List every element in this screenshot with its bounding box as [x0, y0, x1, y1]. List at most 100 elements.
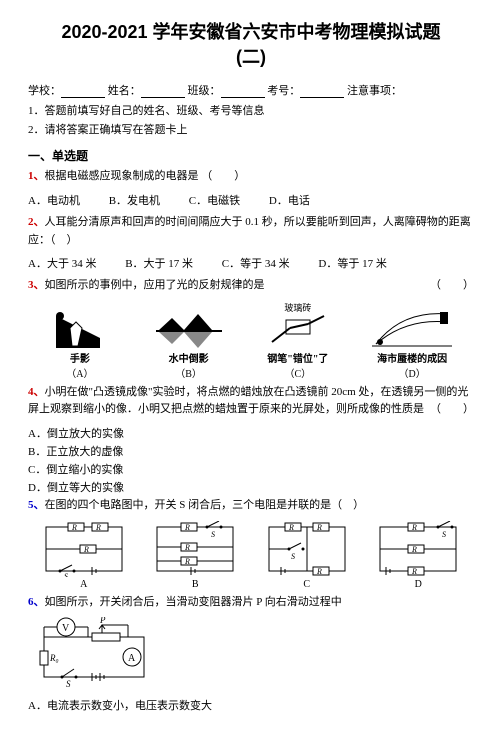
- q3-c-top: 玻璃砖: [267, 301, 328, 314]
- svg-text:S: S: [291, 552, 295, 561]
- q3-a-sub: （A）: [50, 365, 110, 380]
- svg-text:A: A: [128, 653, 136, 664]
- q1-options: A．电动机 B．发电机 C．电磁铁 D．电话: [28, 192, 474, 208]
- q4-opt-d: D．倒立等大的实像: [28, 479, 474, 495]
- q3-a-label: 手影: [70, 354, 90, 365]
- class-label: 班级：: [188, 85, 221, 97]
- svg-text:R: R: [316, 567, 322, 576]
- svg-text:S: S: [211, 530, 215, 539]
- q5-text: 在图的四个电路图中，开关 S 闭合后，三个电阻是并联的是（ ）: [45, 499, 365, 511]
- circuit-c-icon: R R S R: [263, 521, 351, 577]
- svg-text:R: R: [411, 567, 417, 576]
- q2-opt-b: B．大于 17 米: [125, 255, 193, 271]
- question-6: 6、如图所示，开关闭合后，当滑动变阻器滑片 P 向右滑动过程中: [28, 594, 474, 612]
- q5-num: 5、: [28, 499, 45, 511]
- question-2: 2、人耳能分清原声和回声的时间间隔应大于 0.1 秒，所以要能听到回声，人离障碍…: [28, 214, 474, 249]
- q3-img-d: 海市蜃楼的成因 （D）: [372, 308, 452, 380]
- q6-options: A．电流表示数变小，电压表示数变大: [28, 697, 474, 713]
- svg-text:R: R: [95, 523, 101, 532]
- q3-images: 手影 （A） 水中倒影 （B） 玻璃砖 钢笔"错位"了 （C）: [28, 301, 474, 380]
- title-line2: (二): [236, 47, 266, 67]
- svg-text:S: S: [66, 679, 71, 687]
- section-1-head: 一、单选题: [28, 147, 474, 164]
- q3-d-label: 海市蜃楼的成因: [377, 354, 447, 365]
- reflection-icon: [154, 308, 224, 348]
- q3-c-sub: （C）: [267, 365, 328, 380]
- note-2: 2．请将答案正确填写在答题卡上: [28, 121, 474, 137]
- svg-text:P: P: [99, 617, 106, 625]
- q1-opt-b: B．发电机: [109, 192, 160, 208]
- q1-opt-c: C．电磁铁: [189, 192, 240, 208]
- q5-b-label: B: [151, 579, 239, 590]
- q3-b-label: 水中倒影: [169, 354, 209, 365]
- q3-c-label: 钢笔"错位"了: [267, 354, 328, 365]
- svg-text:R: R: [184, 523, 190, 532]
- q5-c-label: C: [263, 579, 351, 590]
- svg-text:R: R: [411, 523, 417, 532]
- q3-img-c: 玻璃砖 钢笔"错位"了 （C）: [267, 301, 328, 380]
- q3-paren: （ ）: [430, 277, 474, 295]
- q3-b-sub: （B）: [154, 365, 224, 380]
- q1-opt-d: D．电话: [269, 192, 310, 208]
- svg-text:R: R: [411, 545, 417, 554]
- circuit-a-icon: R R R S: [40, 521, 128, 577]
- svg-text:R₀: R₀: [49, 653, 59, 663]
- school-blank: [61, 86, 105, 98]
- q2-options: A．大于 34 米 B．大于 17 米 C．等于 34 米 D．等于 17 米: [28, 255, 474, 271]
- svg-text:V: V: [62, 623, 70, 634]
- q4-opt-c: C．倒立缩小的实像: [28, 461, 474, 477]
- q6-circuit-icon: V P A S R₀: [36, 617, 156, 687]
- question-4: 4、小明在做"凸透镜成像"实验时，将点燃的蜡烛放在凸透镜前 20cm 处，在透镜…: [28, 384, 474, 419]
- svg-text:S: S: [64, 572, 68, 577]
- q3-img-b: 水中倒影 （B）: [154, 308, 224, 380]
- question-5: 5、在图的四个电路图中，开关 S 闭合后，三个电阻是并联的是（ ）: [28, 497, 474, 515]
- id-blank: [300, 86, 344, 98]
- q5-circuit-c: R R S R C: [263, 521, 351, 590]
- q6-num: 6、: [28, 596, 45, 608]
- q5-circuit-a: R R R S A: [40, 521, 128, 590]
- q6-circuit: V P A S R₀: [36, 617, 474, 691]
- q6-text: 如图所示，开关闭合后，当滑动变阻器滑片 P 向右滑动过程中: [45, 596, 342, 608]
- q3-text: 如图所示的事例中，应用了光的反射规律的是: [45, 279, 265, 291]
- q5-circuit-d: R R R S D: [374, 521, 462, 590]
- q2-num: 2、: [28, 216, 45, 228]
- circuit-d-icon: R R R S: [374, 521, 462, 577]
- name-label: 姓名：: [108, 85, 141, 97]
- q4-opt-a: A．倒立放大的实像: [28, 425, 474, 441]
- svg-text:R: R: [316, 523, 322, 532]
- q5-circuit-b: R S R R B: [151, 521, 239, 590]
- q3-img-a: 手影 （A）: [50, 308, 110, 380]
- q3-num: 3、: [28, 279, 45, 291]
- svg-text:R: R: [83, 545, 89, 554]
- school-label: 学校：: [28, 85, 61, 97]
- note-1: 1．答题前填写好自己的姓名、班级、考号等信息: [28, 102, 474, 118]
- svg-text:R: R: [184, 543, 190, 552]
- q2-opt-c: C．等于 34 米: [222, 255, 290, 271]
- q1-num: 1、: [28, 170, 45, 182]
- q2-text: 人耳能分清原声和回声的时间间隔应大于 0.1 秒，所以要能听到回声，人离障碍物的…: [28, 216, 471, 246]
- refraction-icon: [268, 314, 328, 348]
- notice-label: 注意事项：: [347, 85, 402, 97]
- svg-text:R: R: [184, 557, 190, 566]
- q5-circuits: R R R S A R S R R B R R: [28, 521, 474, 590]
- info-row: 学校： 姓名： 班级： 考号： 注意事项：: [28, 82, 474, 98]
- q1-text: 根据电磁感应现象制成的电器是: [45, 170, 199, 182]
- q4-text: 小明在做"凸透镜成像"实验时，将点燃的蜡烛放在凸透镜前 20cm 处，在透镜另一…: [28, 386, 468, 416]
- title-line1: 2020-2021 学年安徽省六安市中考物理模拟试题: [61, 22, 440, 42]
- q1-opt-a: A．电动机: [28, 192, 80, 208]
- q4-options: A．倒立放大的实像 B．正立放大的虚像 C．倒立缩小的实像 D．倒立等大的实像: [28, 425, 474, 495]
- svg-text:R: R: [71, 523, 77, 532]
- svg-text:R: R: [288, 523, 294, 532]
- class-blank: [221, 86, 265, 98]
- name-blank: [141, 86, 185, 98]
- question-3: 3、如图所示的事例中，应用了光的反射规律的是 （ ）: [28, 277, 474, 295]
- circuit-b-icon: R S R R: [151, 521, 239, 577]
- q1-paren: （ ）: [201, 168, 245, 186]
- shadow-icon: [50, 308, 110, 348]
- q5-a-label: A: [40, 579, 128, 590]
- q6-opt-a: A．电流表示数变小，电压表示数变大: [28, 697, 474, 713]
- question-1: 1、根据电磁感应现象制成的电器是 （ ）: [28, 168, 474, 186]
- svg-text:S: S: [442, 530, 446, 539]
- q2-opt-a: A．大于 34 米: [28, 255, 96, 271]
- q3-d-sub: （D）: [372, 365, 452, 380]
